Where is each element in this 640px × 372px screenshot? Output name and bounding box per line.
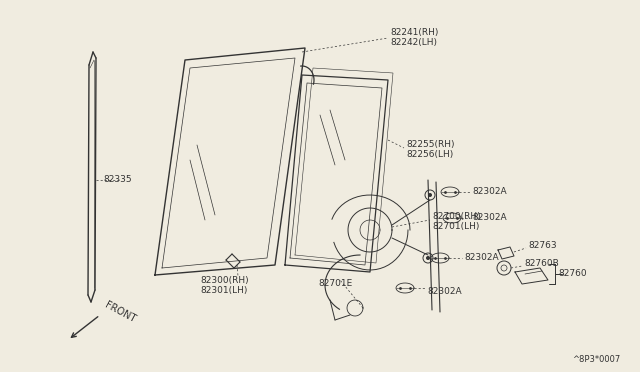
Text: 82700(RH): 82700(RH) bbox=[432, 212, 481, 221]
Text: 82256(LH): 82256(LH) bbox=[406, 150, 453, 158]
Circle shape bbox=[426, 256, 430, 260]
Circle shape bbox=[428, 193, 432, 197]
Text: 82300(RH): 82300(RH) bbox=[200, 276, 248, 285]
Text: 82302A: 82302A bbox=[472, 214, 507, 222]
Text: 82242(LH): 82242(LH) bbox=[390, 38, 437, 48]
Text: 82241(RH): 82241(RH) bbox=[390, 29, 438, 38]
Text: 82701(LH): 82701(LH) bbox=[432, 221, 479, 231]
Text: 82701E: 82701E bbox=[318, 279, 352, 288]
Text: 82302A: 82302A bbox=[472, 187, 507, 196]
Text: 82763: 82763 bbox=[528, 241, 557, 250]
Text: FRONT: FRONT bbox=[103, 300, 137, 324]
Text: 82335: 82335 bbox=[103, 176, 132, 185]
Text: 82302A: 82302A bbox=[427, 286, 461, 295]
Text: 82301(LH): 82301(LH) bbox=[200, 285, 248, 295]
Text: 82302A: 82302A bbox=[464, 253, 499, 263]
Text: 82760B: 82760B bbox=[524, 259, 559, 267]
Text: 82760: 82760 bbox=[558, 269, 587, 278]
Text: ^8P3*0007: ^8P3*0007 bbox=[572, 356, 620, 365]
Text: 82255(RH): 82255(RH) bbox=[406, 140, 454, 148]
